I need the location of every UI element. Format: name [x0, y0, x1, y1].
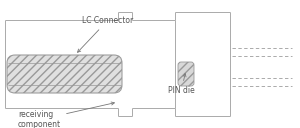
- Text: LC Connector: LC Connector: [78, 16, 133, 52]
- Text: PIN die: PIN die: [168, 74, 195, 95]
- Text: receiving
component: receiving component: [18, 102, 114, 128]
- FancyBboxPatch shape: [178, 62, 194, 86]
- FancyBboxPatch shape: [7, 55, 122, 93]
